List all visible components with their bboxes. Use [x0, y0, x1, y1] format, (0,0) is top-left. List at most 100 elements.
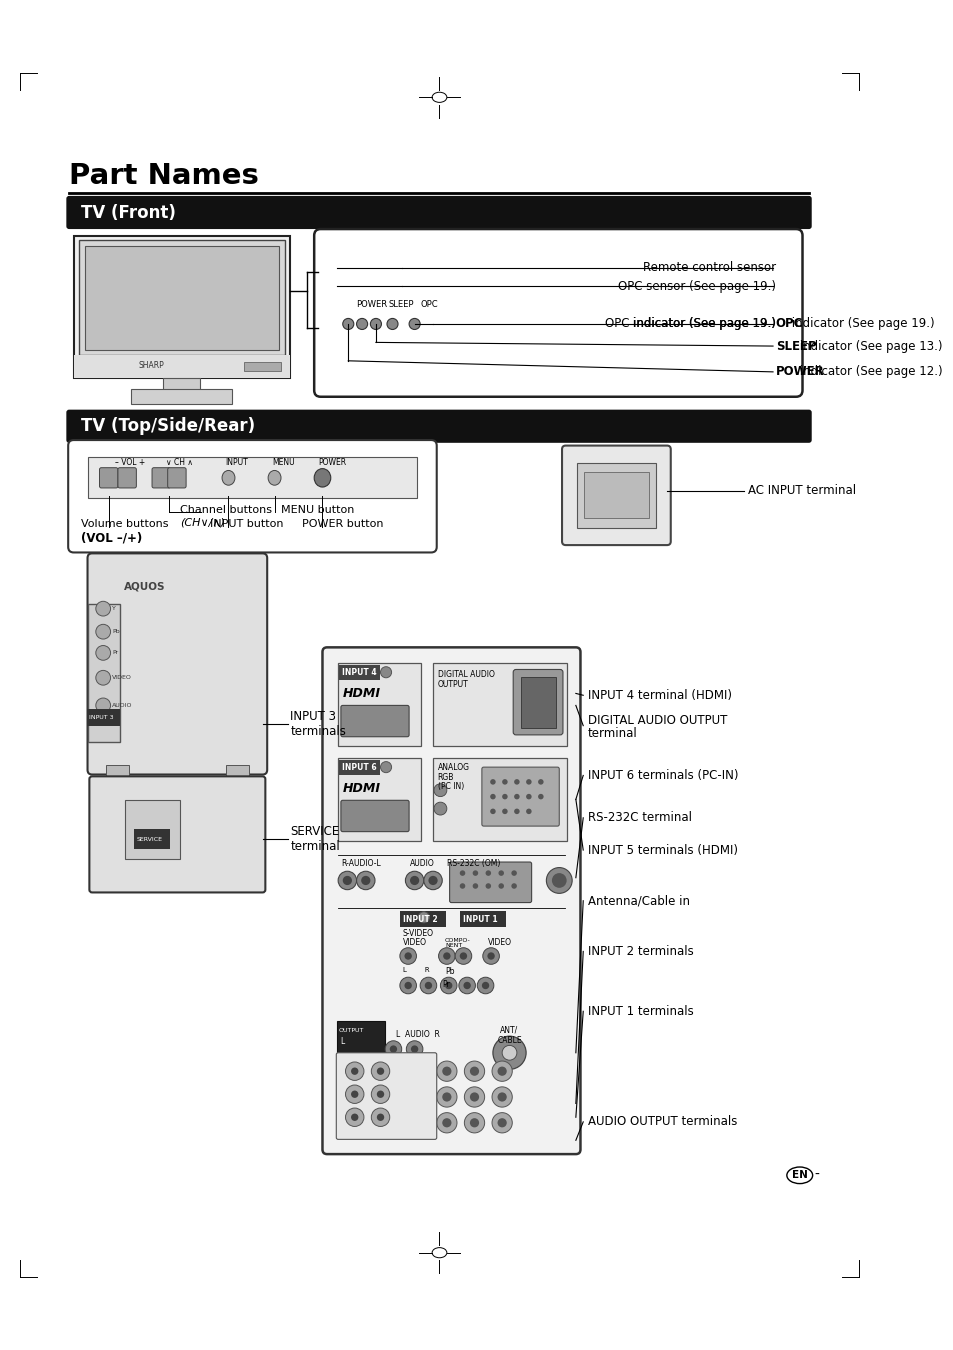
Circle shape — [371, 1062, 390, 1080]
Text: ∨ CH ∧: ∨ CH ∧ — [166, 459, 193, 467]
Text: COMPO-
NENT: COMPO- NENT — [444, 938, 470, 949]
Circle shape — [459, 952, 467, 960]
FancyBboxPatch shape — [513, 670, 562, 734]
Circle shape — [442, 1118, 451, 1127]
Text: -: - — [813, 1168, 818, 1183]
Ellipse shape — [387, 319, 397, 329]
Circle shape — [404, 952, 412, 960]
FancyBboxPatch shape — [226, 765, 249, 782]
FancyBboxPatch shape — [88, 456, 417, 498]
Text: SERVICE
terminal: SERVICE terminal — [290, 825, 339, 853]
FancyBboxPatch shape — [520, 676, 555, 728]
Circle shape — [497, 1118, 506, 1127]
FancyBboxPatch shape — [168, 467, 186, 487]
Ellipse shape — [409, 319, 419, 329]
Circle shape — [345, 1085, 363, 1103]
Text: indicator (See page 13.): indicator (See page 13.) — [796, 340, 942, 352]
FancyBboxPatch shape — [314, 230, 801, 397]
Text: (VOL –/+): (VOL –/+) — [81, 532, 142, 544]
Circle shape — [390, 1045, 396, 1053]
FancyBboxPatch shape — [322, 648, 579, 1154]
Text: indicator (See page 19.): indicator (See page 19.) — [787, 317, 934, 331]
Text: indicator (See page 19.): indicator (See page 19.) — [629, 317, 775, 331]
Circle shape — [490, 809, 496, 814]
Circle shape — [442, 1066, 451, 1076]
Circle shape — [417, 911, 429, 923]
FancyBboxPatch shape — [583, 472, 648, 518]
Text: TV (Front): TV (Front) — [81, 204, 175, 223]
Circle shape — [95, 624, 111, 639]
Circle shape — [444, 981, 452, 990]
Circle shape — [411, 1045, 417, 1053]
Circle shape — [351, 1114, 358, 1120]
Circle shape — [470, 1118, 478, 1127]
Circle shape — [434, 802, 446, 815]
Circle shape — [371, 1085, 390, 1103]
FancyBboxPatch shape — [577, 463, 656, 528]
Circle shape — [406, 1041, 422, 1057]
Circle shape — [438, 948, 455, 964]
Text: AUDIO: AUDIO — [410, 859, 435, 868]
FancyBboxPatch shape — [87, 709, 120, 726]
Text: HDMI: HDMI — [342, 782, 380, 795]
Text: DIGITAL AUDIO: DIGITAL AUDIO — [437, 671, 494, 679]
Circle shape — [436, 1087, 456, 1107]
Circle shape — [95, 601, 111, 616]
FancyBboxPatch shape — [337, 663, 420, 747]
Text: Volume buttons: Volume buttons — [81, 520, 169, 529]
Circle shape — [380, 761, 391, 772]
Text: Y: Y — [112, 606, 116, 612]
Text: S-VIDEO: S-VIDEO — [402, 929, 434, 938]
Circle shape — [514, 809, 519, 814]
FancyBboxPatch shape — [338, 664, 379, 679]
Circle shape — [463, 981, 471, 990]
Circle shape — [537, 794, 543, 799]
Text: ANALOG: ANALOG — [437, 764, 469, 772]
Text: MENU button: MENU button — [281, 505, 354, 516]
Circle shape — [95, 671, 111, 686]
Ellipse shape — [222, 470, 234, 485]
Circle shape — [492, 1061, 512, 1081]
Ellipse shape — [268, 470, 281, 485]
Text: HDMI: HDMI — [342, 687, 380, 701]
FancyBboxPatch shape — [99, 467, 118, 487]
FancyBboxPatch shape — [449, 863, 531, 903]
Circle shape — [419, 977, 436, 994]
Text: DIGITAL AUDIO OUTPUT: DIGITAL AUDIO OUTPUT — [587, 714, 726, 726]
Circle shape — [371, 1108, 390, 1126]
Text: INPUT 4: INPUT 4 — [341, 668, 376, 676]
Text: INPUT 5 terminals (HDMI): INPUT 5 terminals (HDMI) — [587, 844, 737, 856]
FancyBboxPatch shape — [106, 765, 129, 782]
Text: OPC: OPC — [775, 317, 802, 331]
Text: Pr: Pr — [442, 980, 450, 990]
Circle shape — [476, 977, 494, 994]
Text: VIDEO: VIDEO — [488, 938, 512, 946]
FancyBboxPatch shape — [336, 1053, 436, 1139]
Text: OUTPUT: OUTPUT — [437, 679, 468, 688]
Circle shape — [487, 952, 495, 960]
Circle shape — [376, 1068, 384, 1075]
Circle shape — [455, 948, 471, 964]
Text: R-AUDIO-L: R-AUDIO-L — [340, 859, 380, 868]
Text: OPC indicator (See page 19.): OPC indicator (See page 19.) — [604, 317, 775, 331]
Text: INPUT: INPUT — [226, 459, 248, 467]
Circle shape — [424, 981, 432, 990]
Text: INPUT 1: INPUT 1 — [462, 915, 497, 923]
Text: L  AUDIO  R: L AUDIO R — [395, 1030, 439, 1038]
FancyBboxPatch shape — [88, 554, 267, 775]
FancyBboxPatch shape — [338, 760, 379, 775]
Circle shape — [472, 883, 477, 888]
Text: INPUT 3
terminals: INPUT 3 terminals — [290, 710, 346, 738]
Text: INPUT 4 terminal (HDMI): INPUT 4 terminal (HDMI) — [587, 688, 731, 702]
Text: INPUT 1 terminals: INPUT 1 terminals — [587, 1004, 693, 1018]
Text: SHARP: SHARP — [138, 360, 164, 370]
Text: OUTPUT: OUTPUT — [338, 1027, 364, 1033]
Circle shape — [501, 1045, 517, 1060]
FancyBboxPatch shape — [125, 801, 179, 859]
Text: – VOL +: – VOL + — [115, 459, 145, 467]
Text: Antenna/Cable in: Antenna/Cable in — [587, 894, 689, 907]
FancyBboxPatch shape — [73, 355, 290, 378]
Text: indicator (See page 12.): indicator (See page 12.) — [796, 366, 942, 378]
Circle shape — [492, 1112, 512, 1133]
FancyBboxPatch shape — [67, 409, 811, 443]
